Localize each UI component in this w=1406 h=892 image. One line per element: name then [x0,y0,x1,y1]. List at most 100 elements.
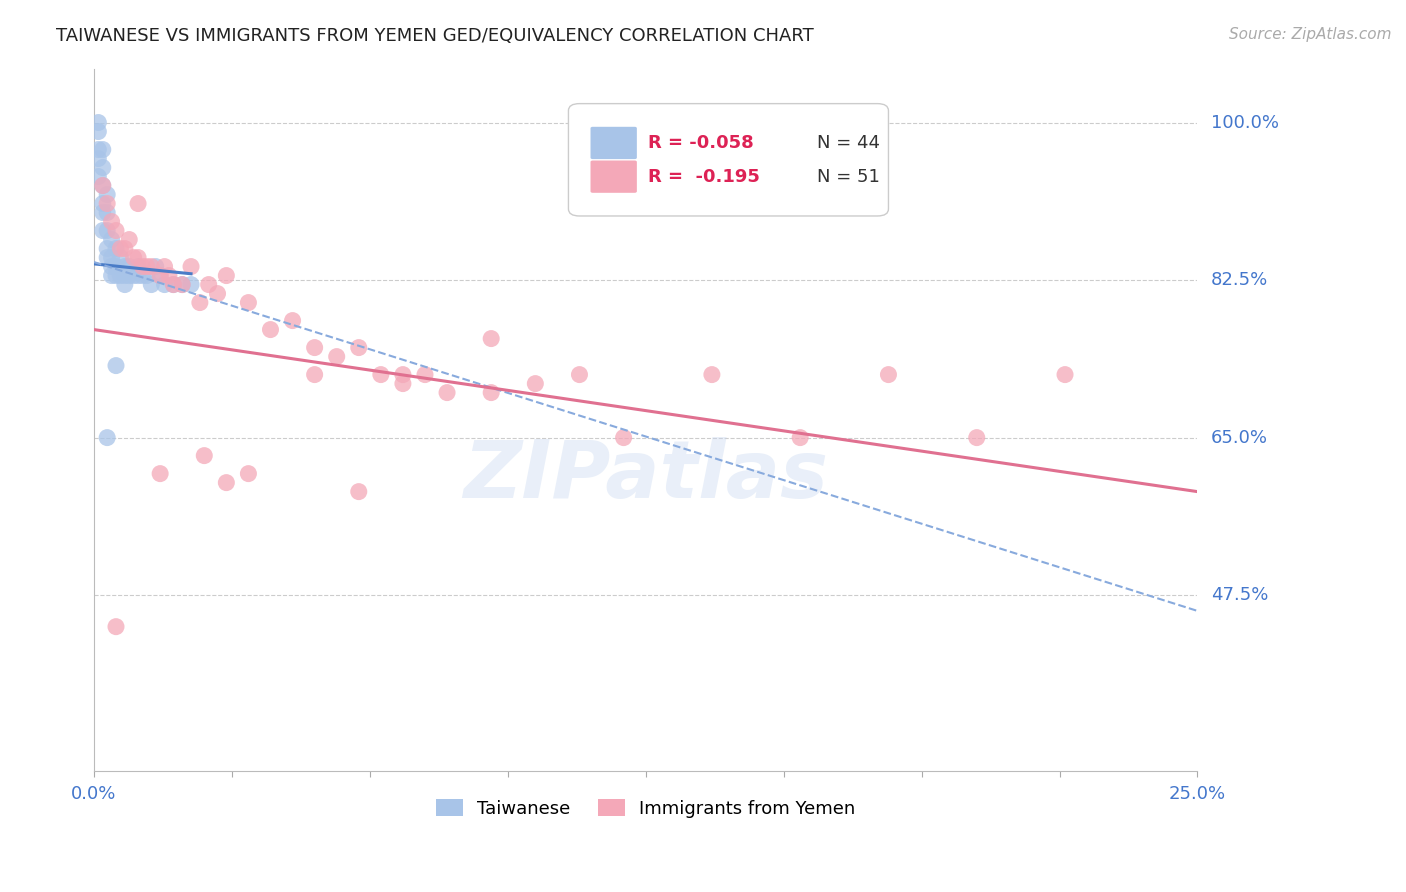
Point [259,322,281,336]
Point [127,268,149,283]
Point [105,620,128,634]
Point [436,385,458,400]
Point [118,268,141,283]
Point [789,431,811,445]
Point [304,368,326,382]
Text: 82.5%: 82.5% [1211,271,1268,289]
Point [105,223,128,237]
Point [215,475,238,490]
Point [700,368,723,382]
Point [105,242,128,256]
Point [149,268,172,283]
Point [91,178,114,193]
Point [96,242,118,256]
Point [135,260,157,274]
Point [96,251,118,265]
Point [149,467,172,481]
Point [91,223,114,237]
Point [238,467,260,481]
Point [91,178,114,193]
Point [180,277,202,292]
Point [110,251,132,265]
Point [172,277,194,292]
Text: 65.0%: 65.0% [1211,429,1268,447]
Text: TAIWANESE VS IMMIGRANTS FROM YEMEN GED/EQUIVALENCY CORRELATION CHART: TAIWANESE VS IMMIGRANTS FROM YEMEN GED/E… [56,27,814,45]
Point [153,277,176,292]
Point [91,196,114,211]
Point [153,260,176,274]
Point [347,484,370,499]
Point [114,277,136,292]
Point [105,260,128,274]
Point [524,376,547,391]
Legend: Taiwanese, Immigrants from Yemen: Taiwanese, Immigrants from Yemen [429,792,863,825]
Point [87,124,110,138]
Point [135,268,157,283]
Point [304,341,326,355]
Point [87,152,110,166]
Point [141,277,163,292]
Point [392,376,415,391]
Point [110,268,132,283]
Point [127,196,149,211]
Point [568,368,591,382]
Point [100,233,122,247]
FancyBboxPatch shape [568,103,889,216]
Point [162,277,184,292]
Point [87,169,110,184]
Point [100,214,122,228]
Point [100,268,122,283]
Text: ZIPatlas: ZIPatlas [463,437,828,515]
Point [215,268,238,283]
Point [392,368,415,382]
Point [479,332,502,346]
Point [118,233,141,247]
Point [413,368,436,382]
Point [91,143,114,157]
Point [347,341,370,355]
Point [877,368,900,382]
Point [122,268,145,283]
Text: 100.0%: 100.0% [1211,113,1278,131]
Point [96,223,118,237]
Point [96,187,118,202]
FancyBboxPatch shape [591,127,637,159]
Point [118,260,141,274]
Text: N = 51: N = 51 [817,168,880,186]
Point [100,251,122,265]
Text: 47.5%: 47.5% [1211,586,1268,604]
Point [141,260,163,274]
Text: R =  -0.195: R = -0.195 [648,168,759,186]
Point [87,115,110,129]
Point [131,268,153,283]
Point [131,260,153,274]
Point [238,295,260,310]
Point [91,205,114,219]
Point [127,260,149,274]
Text: N = 44: N = 44 [817,134,880,152]
Point [479,385,502,400]
Point [105,268,128,283]
Point [114,268,136,283]
Point [207,286,229,301]
Point [149,268,172,283]
Point [188,295,211,310]
Point [613,431,636,445]
Point [180,260,202,274]
Text: Source: ZipAtlas.com: Source: ZipAtlas.com [1229,27,1392,42]
Point [197,277,219,292]
FancyBboxPatch shape [591,161,637,193]
Point [114,260,136,274]
Point [110,242,132,256]
Point [127,251,149,265]
Point [193,449,215,463]
Point [87,143,110,157]
Point [1053,368,1076,382]
Point [96,196,118,211]
Text: R = -0.058: R = -0.058 [648,134,754,152]
Point [100,260,122,274]
Point [96,431,118,445]
Point [91,161,114,175]
Point [172,277,194,292]
Point [96,205,118,219]
